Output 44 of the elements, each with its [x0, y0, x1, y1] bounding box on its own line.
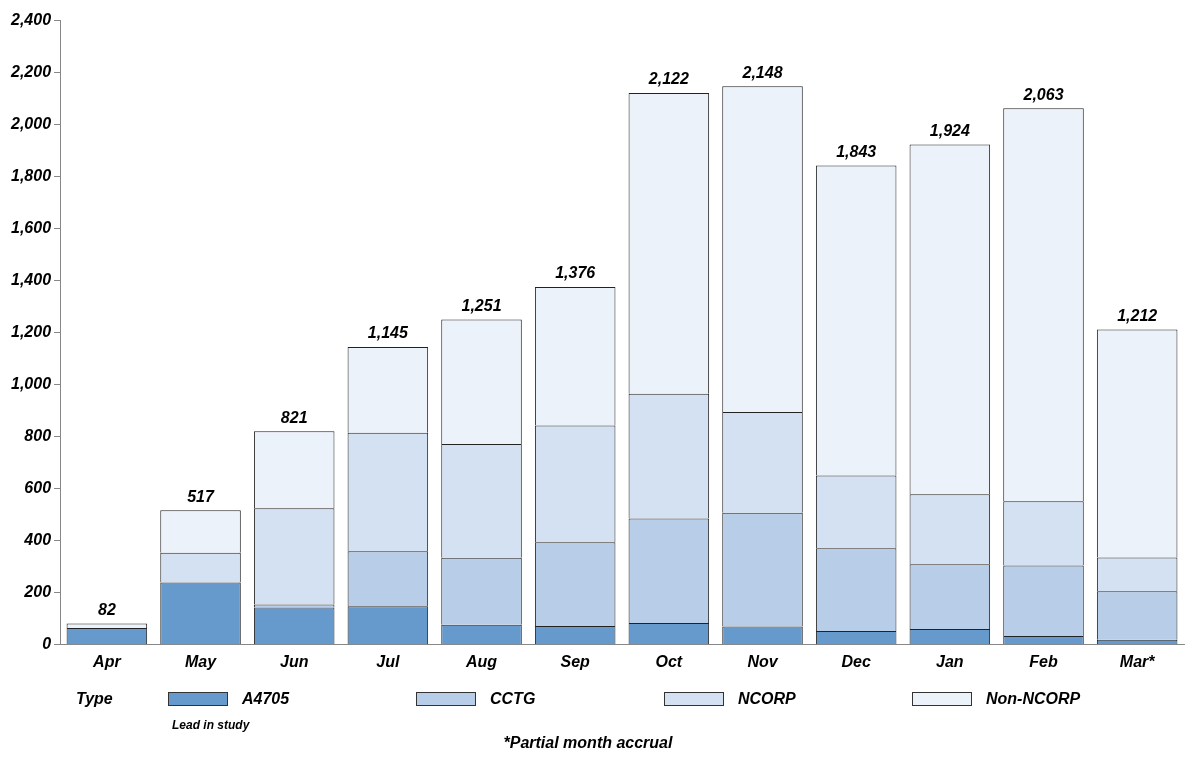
y-tick-label: 2,200 [9, 63, 52, 81]
x-tick-label: Aug [464, 652, 498, 670]
total-label: 1,843 [836, 142, 877, 160]
total-label: 821 [280, 408, 308, 426]
y-tick-label: 1,800 [10, 167, 52, 185]
text: Lead in study [171, 718, 251, 732]
legend-title: Type [76, 690, 114, 708]
total-label: 2,122 [647, 70, 689, 88]
x-tick-label: Dec [841, 652, 871, 670]
total-label: 2,063 [1022, 85, 1064, 103]
y-tick-label: 1,600 [10, 219, 52, 237]
x-tick-label: May [184, 652, 218, 670]
total-label: 1,145 [367, 324, 409, 342]
y-tick-label: 1,400 [10, 271, 52, 289]
y-tick-label: 1,200 [10, 323, 52, 341]
text: *Partial month accrual [502, 734, 674, 752]
total-label: 1,251 [461, 296, 502, 314]
y-tick-label: 1,000 [10, 375, 52, 393]
total-label: 517 [187, 487, 215, 505]
x-tick-label: Nov [747, 652, 779, 670]
x-tick-label: Jun [279, 652, 309, 670]
total-label: 1,924 [929, 121, 970, 139]
y-tick-label: 600 [24, 479, 52, 497]
total-label: 2,148 [741, 63, 783, 81]
y-tick-label: 200 [23, 583, 52, 601]
x-tick-label: Jul [376, 652, 400, 670]
x-tick-label: Feb [1029, 652, 1058, 670]
legend-label: CCTG [490, 690, 536, 708]
x-tick-label: Jan [936, 652, 964, 670]
y-tick-label: 0 [42, 635, 52, 653]
y-tick-label: 2,000 [9, 115, 52, 133]
total-label: 82 [97, 600, 116, 618]
x-tick-label: Mar* [1119, 652, 1156, 670]
total-label: 1,376 [555, 264, 596, 282]
x-tick-label: Sep [560, 652, 591, 670]
legend-label: A4705 [242, 690, 290, 708]
x-tick-label: Apr [92, 652, 122, 670]
y-tick-label: 2,400 [9, 11, 52, 29]
y-tick-label: 400 [23, 531, 52, 549]
legend-label: Non-NCORP [986, 690, 1081, 708]
y-tick-label: 800 [24, 427, 52, 445]
total-label: 1,212 [1117, 306, 1158, 324]
x-tick-label: Oct [655, 652, 683, 670]
legend-label: NCORP [738, 690, 796, 708]
